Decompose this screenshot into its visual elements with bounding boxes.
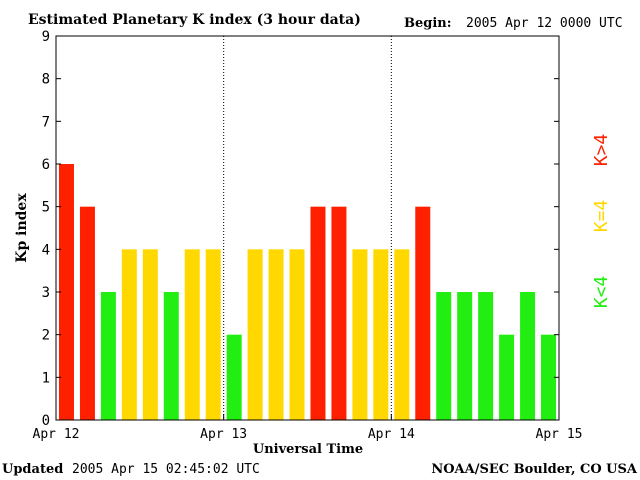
y-tick-label: 1 — [42, 370, 50, 386]
kp-bar — [121, 249, 137, 420]
kp-bar — [520, 292, 536, 420]
kp-bar — [457, 292, 473, 420]
y-tick-label: 6 — [42, 157, 50, 173]
x-axis-label: Universal Time — [253, 442, 363, 457]
updated-value: 2005 Apr 15 02:45:02 UTC — [72, 462, 260, 477]
kp-bar — [268, 249, 284, 420]
kp-bar — [142, 249, 158, 420]
legend-low: K<4 — [591, 276, 612, 309]
kp-bar — [163, 292, 179, 420]
y-tick-label: 9 — [42, 29, 50, 45]
y-axis-label: Kp index — [14, 193, 30, 263]
y-tick-label: 4 — [42, 242, 50, 258]
kp-bar — [331, 206, 347, 420]
kp-bar — [184, 249, 200, 420]
kp-bar — [352, 249, 368, 420]
legend-mid: K=4 — [591, 200, 612, 233]
updated-label: Updated — [2, 462, 63, 477]
x-tick-label: Apr 12 — [33, 427, 80, 442]
kp-bar — [226, 334, 242, 420]
source-credit: NOAA/SEC Boulder, CO USA — [431, 462, 638, 477]
x-tick-label: Apr 14 — [368, 427, 415, 442]
begin-value: 2005 Apr 12 0000 UTC — [466, 16, 623, 31]
kp-bar — [58, 164, 74, 420]
kp-bar — [247, 249, 263, 420]
kp-bar — [394, 249, 410, 420]
kp-bar — [289, 249, 305, 420]
kp-bar — [415, 206, 431, 420]
legend-high: K>4 — [591, 134, 612, 167]
y-tick-label: 5 — [42, 200, 50, 216]
kp-bar — [499, 334, 515, 420]
chart-title: Estimated Planetary K index (3 hour data… — [28, 12, 361, 28]
x-tick-label: Apr 15 — [536, 427, 583, 442]
begin-label: Begin: — [404, 16, 452, 31]
kp-bar — [436, 292, 452, 420]
kp-bar — [205, 249, 221, 420]
y-tick-label: 3 — [42, 285, 50, 301]
kp-bar — [478, 292, 494, 420]
y-tick-label: 8 — [42, 72, 50, 88]
y-tick-label: 7 — [42, 114, 50, 130]
kp-bar — [373, 249, 389, 420]
kp-bar — [79, 206, 95, 420]
plot-frame — [55, 35, 560, 421]
kp-bar — [100, 292, 116, 420]
kp-bar — [310, 206, 326, 420]
x-tick-label: Apr 13 — [200, 427, 247, 442]
y-tick-label: 0 — [42, 413, 50, 429]
kp-bar — [541, 334, 557, 420]
y-tick-label: 2 — [42, 328, 50, 344]
